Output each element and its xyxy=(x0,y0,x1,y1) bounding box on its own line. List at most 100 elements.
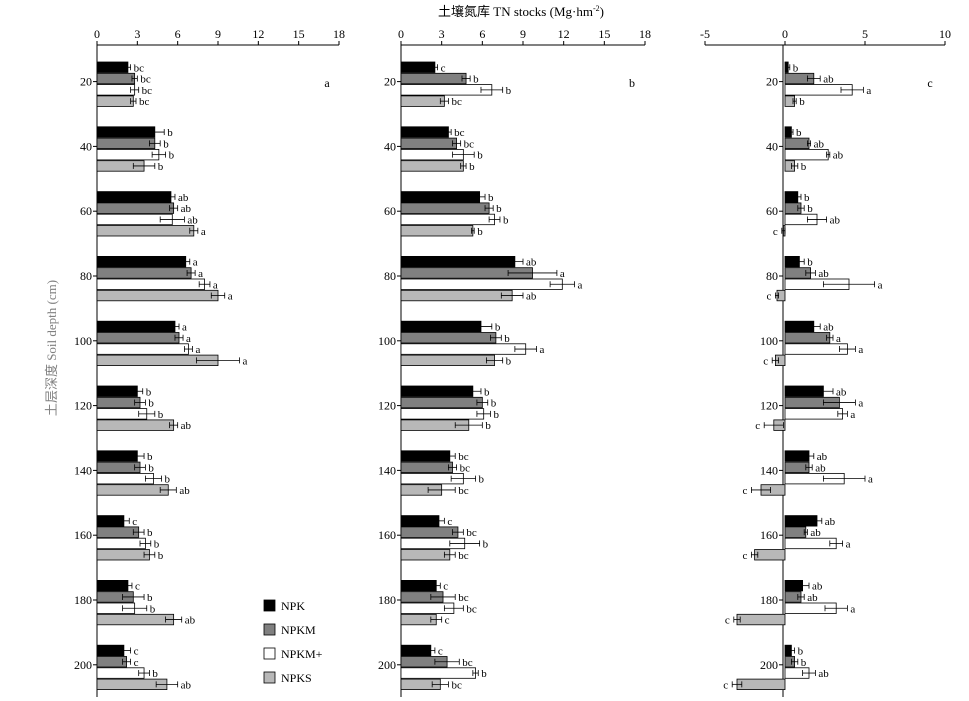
y-tick-label: 100 xyxy=(378,334,396,348)
x-tick-label: 0 xyxy=(94,27,100,41)
bar-npkm-plus xyxy=(96,667,145,679)
significance-label: b xyxy=(793,62,799,74)
bar-npkm xyxy=(784,526,807,538)
significance-label: b xyxy=(477,150,483,162)
significance-label: bc xyxy=(140,74,151,86)
x-tick-label: 9 xyxy=(520,27,526,41)
significance-label: ab xyxy=(823,321,834,333)
significance-label: a xyxy=(846,538,851,550)
bar-npkm xyxy=(96,461,141,474)
bar-npkm-plus xyxy=(400,408,485,420)
significance-label: b xyxy=(796,127,802,139)
panel-letter: a xyxy=(324,76,330,90)
bar-npks xyxy=(736,678,786,690)
y-tick-label: 20 xyxy=(80,75,92,89)
x-tick-label: 6 xyxy=(479,27,485,41)
significance-label: b xyxy=(158,409,164,421)
significance-label: a xyxy=(228,291,233,303)
significance-label: a xyxy=(201,226,206,238)
bar-npk xyxy=(400,580,437,592)
significance-label: b xyxy=(798,645,804,657)
bar-npks xyxy=(400,289,513,302)
significance-label: ab xyxy=(185,615,196,627)
y-tick-label: 180 xyxy=(378,593,396,607)
x-tick-label: 12 xyxy=(558,27,570,41)
panel-a: 0 3 6 9 12 15 18a20bcbcbcbc40bbbb60abababa80aa… xyxy=(74,27,345,697)
legend: NPK NPKM NPKM+ NPKS xyxy=(263,599,323,685)
bar-npk xyxy=(400,61,436,73)
significance-label: b xyxy=(469,161,475,173)
y-tick-label: 60 xyxy=(766,204,778,218)
y-tick-label: 200 xyxy=(760,658,778,672)
significance-label: b xyxy=(503,214,509,226)
significance-label: ab xyxy=(830,214,841,226)
y-tick-label: 100 xyxy=(74,334,92,348)
bar-npkm xyxy=(96,72,136,85)
significance-label: bc xyxy=(458,592,469,604)
bar-npk xyxy=(96,191,172,203)
bar-npk xyxy=(400,191,481,203)
significance-label: a xyxy=(850,603,855,615)
bar-npkm-plus xyxy=(96,472,154,485)
legend-swatch xyxy=(263,599,276,612)
bar-npkm xyxy=(96,656,127,668)
y-tick-label: 60 xyxy=(384,204,396,218)
x-tick-label: 15 xyxy=(598,27,610,41)
y-tick-label: 160 xyxy=(760,528,778,542)
significance-label: bc xyxy=(451,679,462,691)
bar-npks xyxy=(400,354,495,367)
bar-npks xyxy=(96,484,169,496)
significance-label: b xyxy=(496,203,502,215)
bar-npks xyxy=(736,613,786,626)
bar-npks xyxy=(96,613,175,626)
y-tick-label: 80 xyxy=(80,269,92,283)
significance-label: ab xyxy=(181,203,192,215)
significance-label: b xyxy=(165,474,171,486)
panel-c: -5 0 5 10c20babab40bababb60bbabc80babac100a… xyxy=(700,27,951,697)
bar-npks xyxy=(96,95,134,107)
significance-label: b xyxy=(146,386,152,398)
significance-label: b xyxy=(158,161,164,173)
significance-label: c xyxy=(743,485,748,497)
significance-label: b xyxy=(148,398,154,410)
significance-label: a xyxy=(878,279,883,291)
bar-npkm xyxy=(400,202,490,214)
y-tick-label: 120 xyxy=(760,399,778,413)
significance-label: bc xyxy=(454,127,465,139)
bar-npkm-plus xyxy=(400,213,495,226)
significance-label: ab xyxy=(187,214,198,226)
significance-label: c xyxy=(767,291,772,303)
significance-label: bc xyxy=(451,96,462,108)
y-tick-label: 200 xyxy=(378,658,396,672)
bar-npkm-plus xyxy=(96,84,136,96)
y-tick-label: 180 xyxy=(760,593,778,607)
legend-label: NPKM xyxy=(281,623,316,637)
significance-label: a xyxy=(186,333,191,345)
significance-label: a xyxy=(866,85,871,97)
bar-npks xyxy=(754,549,786,561)
y-tick-label: 80 xyxy=(384,269,396,283)
bar-npks xyxy=(400,95,445,107)
x-tick-label: 5 xyxy=(862,27,868,41)
significance-label: c xyxy=(763,355,768,367)
bar-npkm-plus xyxy=(96,343,189,355)
x-tick-label: 3 xyxy=(439,27,445,41)
y-tick-label: 120 xyxy=(378,399,396,413)
bar-npkm xyxy=(400,461,453,474)
significance-label: a xyxy=(182,321,187,333)
bar-npkm-plus xyxy=(784,408,843,420)
bar-npk xyxy=(400,126,449,138)
significance-label: b xyxy=(147,527,153,539)
significance-label: a xyxy=(198,268,203,280)
significance-label: a xyxy=(195,344,200,356)
legend-swatch xyxy=(263,623,276,636)
bar-npkm xyxy=(784,137,810,150)
bar-npkm-plus xyxy=(96,537,146,550)
significance-label: b xyxy=(807,203,813,215)
significance-label: b xyxy=(491,398,497,410)
significance-label: c xyxy=(755,420,760,432)
bar-npks xyxy=(96,419,175,431)
bar-npkm-plus xyxy=(96,278,205,290)
significance-label: b xyxy=(147,451,153,463)
bar-npkm xyxy=(96,137,156,150)
